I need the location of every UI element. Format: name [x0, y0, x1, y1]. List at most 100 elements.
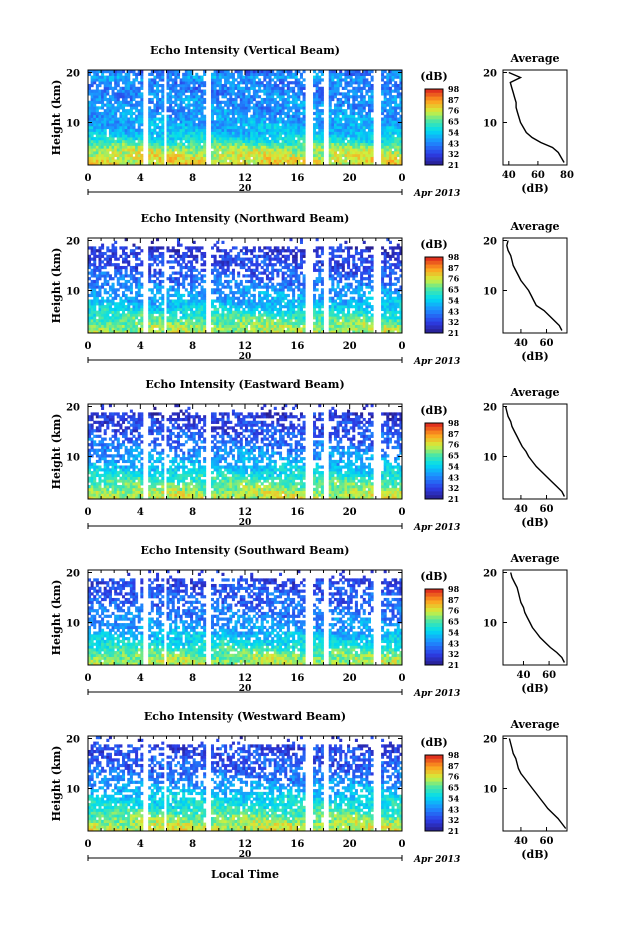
- heatmap-cell: [260, 271, 264, 275]
- heatmap-cell: [132, 128, 136, 132]
- heatmap-cell: [158, 106, 162, 110]
- heatmap-cell: [187, 78, 191, 82]
- heatmap-cell: [108, 249, 112, 253]
- heatmap-cell: [213, 330, 217, 334]
- heatmap-cell: [161, 246, 165, 250]
- heatmap-cell: [210, 128, 214, 132]
- heatmap-cell: [245, 109, 249, 113]
- heatmap-cell: [231, 131, 235, 135]
- heatmap-cell: [265, 246, 269, 250]
- heatmap-cell: [237, 288, 241, 292]
- heatmap-cell: [360, 81, 364, 85]
- heatmap-cell: [150, 319, 154, 323]
- heatmap-cell: [229, 263, 233, 267]
- heatmap-cell: [150, 310, 154, 314]
- heatmap-cell: [273, 156, 277, 160]
- heatmap-cell: [231, 145, 235, 149]
- heatmap-cell: [216, 117, 220, 121]
- heatmap-cell: [108, 123, 112, 127]
- heatmap-cell: [352, 153, 356, 158]
- heatmap-cell: [111, 89, 115, 93]
- heatmap-cell: [179, 162, 183, 166]
- heatmap-cell: [166, 137, 170, 141]
- heatmap-cell: [250, 285, 254, 289]
- heatmap-cell: [237, 72, 241, 76]
- heatmap-cell: [127, 260, 131, 264]
- heatmap-cell: [344, 134, 348, 138]
- heatmap-cell: [263, 134, 267, 138]
- heatmap-cell: [242, 327, 246, 331]
- heatmap-cell: [195, 97, 199, 102]
- heatmap-cell: [93, 72, 97, 76]
- heatmap-cell: [153, 83, 157, 88]
- heatmap-cell: [210, 313, 214, 317]
- heatmap-cell: [156, 319, 160, 323]
- heatmap-cell: [132, 120, 136, 124]
- heatmap-cell: [360, 134, 364, 138]
- heatmap-cell: [271, 137, 275, 141]
- heatmap-cell: [302, 100, 306, 104]
- heatmap-cell: [200, 254, 204, 258]
- heatmap-cell: [171, 83, 175, 88]
- heatmap-cell: [124, 162, 128, 166]
- heatmap-cell: [158, 97, 162, 102]
- heatmap-cell: [88, 103, 92, 107]
- heatmap-cell: [339, 75, 343, 79]
- heatmap-cell: [242, 310, 246, 314]
- heatmap-cell: [276, 89, 280, 93]
- heatmap-cell: [127, 92, 131, 96]
- heatmap-cell: [158, 246, 162, 250]
- heatmap-cell: [176, 75, 180, 79]
- heatmap-cell: [195, 109, 199, 113]
- heatmap-cell: [231, 268, 235, 272]
- heatmap-cell: [90, 106, 94, 110]
- heatmap-cell: [333, 95, 337, 99]
- heatmap-cell: [237, 89, 241, 93]
- heatmap-cell: [255, 285, 259, 289]
- heatmap-cell: [263, 145, 267, 149]
- heatmap-cell: [203, 137, 207, 141]
- heatmap-cell: [171, 117, 175, 121]
- heatmap-cell: [255, 117, 259, 121]
- heatmap-cell: [263, 310, 267, 314]
- heatmap-cell: [184, 95, 188, 99]
- heatmap-cell: [132, 123, 136, 127]
- heatmap-cell: [292, 120, 296, 124]
- heatmap-cell: [95, 279, 99, 284]
- heatmap-cell: [354, 103, 358, 107]
- heatmap-cell: [213, 257, 217, 261]
- heatmap-cell: [108, 81, 112, 85]
- heatmap-cell: [399, 148, 403, 152]
- heatmap-cell: [252, 271, 256, 275]
- heatmap-cell: [242, 162, 246, 166]
- heatmap-cell: [203, 134, 207, 138]
- heatmap-cell: [174, 111, 178, 116]
- heatmap-cell: [179, 134, 183, 138]
- heatmap-cell: [297, 97, 301, 102]
- heatmap-cell: [271, 274, 275, 278]
- heatmap-cell: [289, 70, 293, 74]
- heatmap-cell: [341, 162, 345, 166]
- heatmap-cell: [174, 299, 178, 303]
- heatmap-cell: [129, 128, 133, 132]
- heatmap-cell: [263, 70, 267, 74]
- heatmap-cell: [95, 139, 99, 144]
- heatmap-cell: [210, 291, 214, 295]
- heatmap-cell: [336, 72, 340, 76]
- heatmap-cell: [281, 95, 285, 99]
- heatmap-cell: [365, 81, 369, 85]
- heatmap-cell: [148, 117, 152, 121]
- heatmap-cell: [190, 249, 194, 253]
- heatmap-cell: [119, 89, 123, 93]
- heatmap-cell: [313, 145, 317, 149]
- heatmap-cell: [169, 148, 173, 152]
- heatmap-cell: [150, 159, 154, 163]
- heatmap-cell: [119, 151, 123, 155]
- heatmap-cell: [237, 137, 241, 141]
- heatmap-cell: [90, 134, 94, 138]
- heatmap-cell: [271, 109, 275, 113]
- heatmap-cell: [294, 81, 298, 85]
- heatmap-cell: [333, 123, 337, 127]
- heatmap-cell: [103, 145, 107, 149]
- heatmap-cell: [245, 162, 249, 166]
